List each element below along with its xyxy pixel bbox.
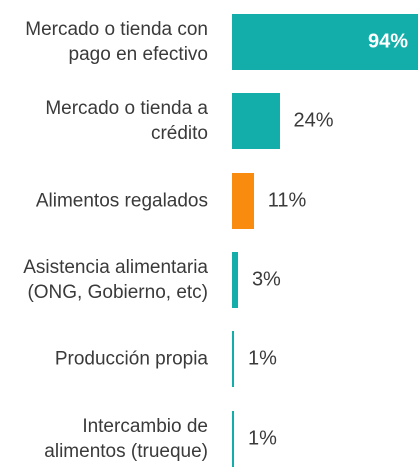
value-label: 11% [267, 189, 307, 212]
bar-row: Alimentos regalados 11% [0, 172, 418, 229]
category-label: Mercado o tienda a crédito [45, 98, 208, 145]
bar [232, 14, 418, 70]
bar [232, 331, 234, 388]
category-label: Asistencia alimentaria (ONG, Gobierno, e… [23, 256, 208, 303]
category-label: Alimentos regalados [35, 190, 208, 212]
value-label: 1% [247, 347, 277, 370]
bar-row: Asistencia alimentaria (ONG, Gobierno, e… [0, 251, 418, 308]
value-label: 3% [251, 268, 281, 291]
bar [232, 93, 280, 150]
category-label: Intercambio de alimentos (trueque) [44, 415, 208, 462]
value-label: 24% [293, 109, 334, 132]
value-label: 1% [247, 427, 277, 449]
bar-row: Mercado o tienda a crédito 24% [0, 93, 418, 150]
bar-row: Intercambio de alimentos (trueque) 1% [0, 410, 418, 467]
bar [232, 172, 254, 229]
bar [232, 251, 238, 308]
bar-row: Producción propia 1% [0, 331, 418, 388]
category-label: Mercado o tienda con pago en efectivo [25, 19, 208, 65]
value-label: 94% [367, 30, 408, 53]
bar-row: Mercado o tienda con pago en efectivo 94% [0, 14, 418, 70]
category-label: Producción propia [54, 348, 208, 370]
bar [232, 410, 234, 467]
